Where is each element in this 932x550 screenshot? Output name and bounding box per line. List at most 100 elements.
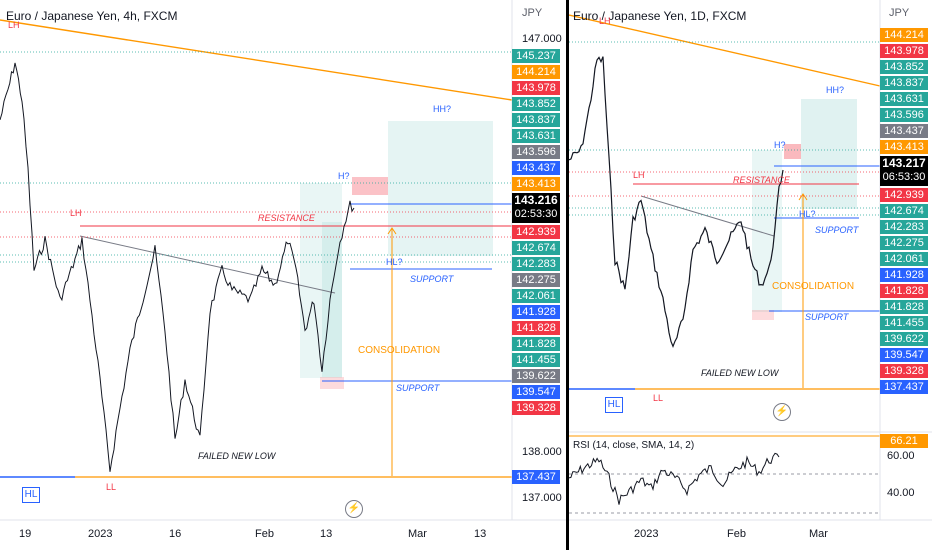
chart-canvas-4h[interactable] [0, 0, 566, 550]
hl-badge[interactable]: HL [605, 397, 623, 413]
chart-title: Euro / Japanese Yen, 1D, FXCM [573, 9, 747, 23]
axis-tick: 138.000 [522, 446, 562, 458]
price-tag: 141.828 [512, 321, 560, 335]
price-tag: 144.214 [880, 28, 928, 42]
hh-label: HH? [433, 104, 452, 114]
x-label: Feb [727, 528, 746, 540]
price-tag: 139.328 [880, 364, 928, 378]
price-tag: 142.283 [880, 220, 928, 234]
price-axis[interactable]: 145.237 144.214 143.978 143.852 143.837 143.6… [512, 0, 566, 520]
hl-label: HL? [799, 209, 816, 219]
price-tag: 141.928 [880, 268, 928, 282]
failed-new-low-label: FAILED NEW LOW [198, 451, 276, 461]
lightning-icon[interactable]: ⚡ [345, 500, 363, 518]
x-label: 16 [169, 528, 182, 540]
resistance-label: RESISTANCE [258, 213, 315, 223]
price-tag: 142.674 [512, 241, 560, 255]
price-tag: 141.928 [512, 305, 560, 319]
x-label: 19 [19, 528, 32, 540]
chart-panel-1d[interactable]: Euro / Japanese Yen, 1D, FXCM JPY LH LH … [569, 0, 932, 550]
price-tag: 142.939 [880, 188, 928, 202]
price-tag: 139.547 [880, 348, 928, 362]
price-tag: 143.631 [512, 129, 560, 143]
x-label: Mar [408, 528, 427, 540]
lh-label: LH [70, 208, 82, 218]
support-label-lower: SUPPORT [396, 383, 440, 393]
x-label: 2023 [634, 528, 659, 540]
support-label-upper: SUPPORT [410, 274, 454, 284]
consolidation-label: CONSOLIDATION [772, 281, 855, 292]
price-tag: 141.455 [880, 316, 928, 330]
price-tag: 143.837 [512, 113, 560, 127]
price-tag: 142.674 [880, 204, 928, 218]
price-tag: 143.437 [880, 124, 928, 138]
h-label: H? [774, 140, 786, 150]
lh-label-top: LH [599, 16, 611, 26]
x-label: Mar [809, 528, 828, 540]
price-tag: 139.547 [512, 385, 560, 399]
price-series [0, 62, 355, 472]
price-tag: 142.275 [880, 236, 928, 250]
chart-panel-4h[interactable]: Euro / Japanese Yen, 4h, FXCM JPY LH LH … [0, 0, 566, 550]
price-series [569, 56, 784, 349]
price-tag: 139.328 [512, 401, 560, 415]
price-tag: 137.437 [512, 470, 560, 484]
consolidation-label: CONSOLIDATION [358, 345, 441, 356]
price-tag: 143.837 [880, 76, 928, 90]
rsi-tick: 60.00 [887, 450, 915, 462]
resistance-label: RESISTANCE [733, 175, 790, 185]
price-tag: 143.413 [880, 140, 928, 154]
price-tag: 143.852 [512, 97, 560, 111]
price-tag: 143.631 [880, 92, 928, 106]
price-tag: 139.622 [880, 332, 928, 346]
price-tag: 145.237 [512, 49, 560, 63]
price-tag: 143.437 [512, 161, 560, 175]
price-tag: 143.596 [512, 145, 560, 159]
current-price-tag: 143.217 06:53:30 [880, 156, 928, 186]
price-tag: 137.437 [880, 380, 928, 394]
price-tag: 142.939 [512, 225, 560, 239]
chart-title: Euro / Japanese Yen, 4h, FXCM [6, 9, 178, 23]
lightning-icon[interactable]: ⚡ [773, 403, 791, 421]
currency-label: JPY [522, 7, 543, 19]
price-tag: 143.852 [880, 60, 928, 74]
axis-tick: 147.000 [522, 33, 562, 45]
ll-label: LL [653, 393, 664, 403]
price-tag: 143.596 [880, 108, 928, 122]
price-tag: 142.061 [880, 252, 928, 266]
price-tag: 143.978 [512, 81, 560, 95]
current-price-tag: 143.216 02:53:30 [512, 193, 560, 223]
price-tag: 141.828 [880, 284, 928, 298]
lh-label-top: LH [8, 20, 20, 30]
axis-tick: 137.000 [522, 492, 562, 504]
x-label: 13 [474, 528, 487, 540]
chart-canvas-1d[interactable] [569, 0, 932, 550]
price-tag: 142.283 [512, 257, 560, 271]
failed-new-low-label: FAILED NEW LOW [701, 368, 779, 378]
x-label: 2023 [88, 528, 113, 540]
rsi-label[interactable]: RSI (14, close, SMA, 14, 2) [573, 440, 695, 451]
price-tag: 143.413 [512, 177, 560, 191]
hl-badge[interactable]: HL [22, 487, 40, 503]
ll-label: LL [106, 482, 117, 492]
x-label: 13 [320, 528, 333, 540]
support-label-upper: SUPPORT [815, 225, 859, 235]
h-label: H? [338, 171, 350, 181]
panel-divider[interactable] [566, 0, 569, 550]
support-label-lower: SUPPORT [805, 312, 849, 322]
price-tag: 142.275 [512, 273, 560, 287]
rsi-tick: 40.00 [887, 487, 915, 499]
hl-label: HL? [386, 257, 403, 267]
currency-label: JPY [889, 7, 910, 19]
price-tag: 143.978 [880, 44, 928, 58]
price-tag: 141.828 [880, 300, 928, 314]
price-tag: 141.455 [512, 353, 560, 367]
hh-label: HH? [826, 85, 845, 95]
price-tag: 141.828 [512, 337, 560, 351]
rsi-value-tag: 66.21 [880, 434, 928, 448]
x-label: Feb [255, 528, 274, 540]
price-tag: 144.214 [512, 65, 560, 79]
price-tag: 139.622 [512, 369, 560, 383]
price-axis[interactable]: 144.214 143.978 143.852 143.837 143.631 143.5… [880, 0, 932, 520]
lh-label: LH [633, 170, 645, 180]
